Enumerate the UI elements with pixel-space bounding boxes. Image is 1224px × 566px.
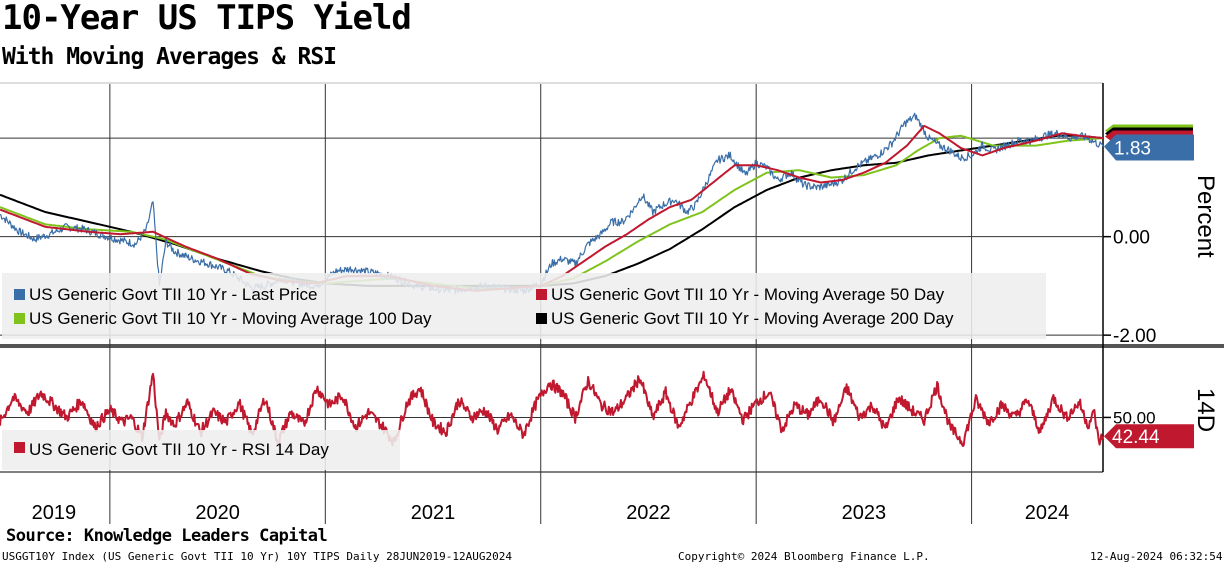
source-note: Source: Knowledge Leaders Capital xyxy=(6,526,328,546)
chart-subtitle: With Moving Averages & RSI xyxy=(2,44,337,70)
legend-swatch xyxy=(14,442,25,453)
legend-swatch xyxy=(14,313,25,324)
footer-timestamp: 12-Aug-2024 06:32:54 xyxy=(1090,550,1223,563)
y-tick-label: 50.00 xyxy=(1113,408,1156,427)
last-price-tag xyxy=(1104,134,1194,161)
x-tick-label: 2024 xyxy=(1025,502,1070,524)
legend-label: US Generic Govt TII 10 Yr - Moving Avera… xyxy=(29,309,432,328)
legend-swatch xyxy=(14,289,25,300)
footer-copyright: Copyright© 2024 Bloomberg Finance L.P. xyxy=(678,550,930,563)
rsi-value: 42.44 xyxy=(1112,427,1160,448)
rsi-value-tag xyxy=(1104,424,1194,449)
x-tick-label: 2022 xyxy=(626,502,671,524)
rsi-line xyxy=(0,370,1104,448)
upper-legend-box xyxy=(2,273,1046,339)
x-tick-label: 2019 xyxy=(32,502,77,524)
last-price-value: 1.83 xyxy=(1114,139,1151,160)
footer-index-info: USGGT10Y Index (US Generic Govt TII 10 Y… xyxy=(2,550,512,563)
legend-label: US Generic Govt TII 10 Yr - Moving Avera… xyxy=(551,285,945,304)
x-tick-label: 2021 xyxy=(411,502,456,524)
lower-y-axis-title: 14D xyxy=(1192,388,1219,432)
last-price-line xyxy=(0,112,1104,295)
legend-label: US Generic Govt TII 10 Yr - Moving Avera… xyxy=(551,309,954,328)
x-tick-label: 2020 xyxy=(195,502,240,524)
y-tick-label: 0.00 xyxy=(1113,228,1150,249)
lower-legend-box xyxy=(2,430,400,470)
y-tick-label: -2.00 xyxy=(1113,326,1156,347)
legend-swatch xyxy=(536,289,547,300)
x-tick-label: 2023 xyxy=(842,502,887,524)
legend-swatch xyxy=(536,313,547,324)
upper-y-axis-title: Percent xyxy=(1192,175,1219,258)
axis-layer: -2.00 0.00 50.00 Percent 14D 1.83 42.44 2019 202… xyxy=(32,124,1219,524)
legend-label: US Generic Govt TII 10 Yr - Last Price xyxy=(29,285,317,304)
legend-label: US Generic Govt TII 10 Yr - RSI 14 Day xyxy=(29,440,329,459)
chart-title: 10-Year US TIPS Yield xyxy=(2,0,412,38)
legend-layer: US Generic Govt TII 10 Yr - Last Price US… xyxy=(2,273,1046,470)
